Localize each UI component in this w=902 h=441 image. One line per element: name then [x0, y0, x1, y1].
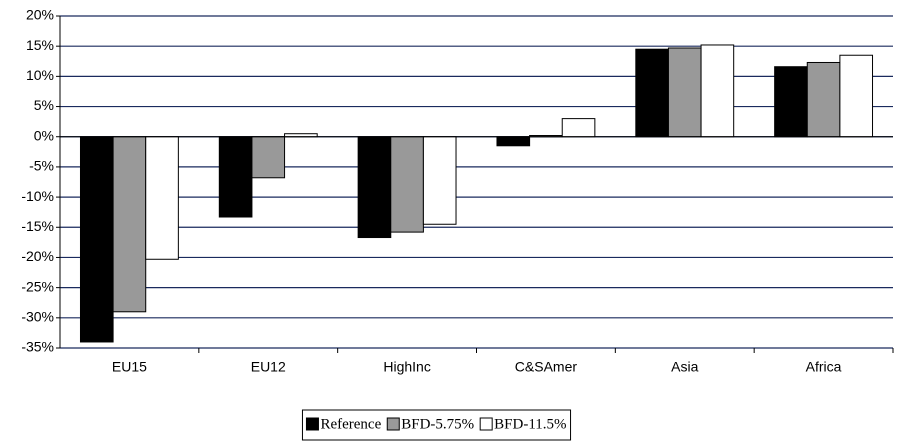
y-tick-label: -5%	[29, 158, 54, 174]
y-tick-label: 0%	[34, 127, 54, 143]
x-tick-label: HighInc	[383, 359, 430, 375]
x-tick-label: EU12	[251, 359, 286, 375]
x-tick-label: Africa	[806, 359, 842, 375]
bar	[357, 136, 392, 239]
bar	[774, 66, 808, 138]
bar	[422, 136, 457, 225]
x-tick-label: EU15	[112, 359, 147, 375]
y-tick-label: -30%	[21, 309, 54, 325]
bar	[112, 136, 147, 313]
y-tick-label: -20%	[21, 248, 54, 264]
bar	[390, 136, 424, 233]
bar	[667, 47, 702, 138]
legend-box	[301, 409, 572, 441]
bar	[218, 136, 253, 218]
legend-label: Reference	[320, 416, 381, 432]
y-tick-label: -35%	[21, 339, 54, 355]
bar	[496, 136, 531, 147]
bar	[635, 48, 669, 138]
y-tick-label: 10%	[26, 67, 54, 83]
bar	[700, 44, 735, 138]
x-tick-label: Asia	[671, 359, 698, 375]
y-tick-label: 5%	[34, 97, 54, 113]
bar	[806, 61, 841, 138]
bar	[79, 136, 114, 343]
bar	[251, 136, 286, 179]
bar	[145, 136, 179, 260]
legend-swatch	[479, 417, 493, 431]
bar	[561, 118, 596, 138]
y-tick-label: -10%	[21, 188, 54, 204]
y-tick-label: 15%	[26, 37, 54, 53]
legend-label: BFD-11.5%	[494, 416, 566, 432]
y-tick-label: -25%	[21, 278, 54, 294]
legend-label: BFD-5.75%	[401, 416, 474, 432]
x-tick-label: C&SAmer	[515, 359, 578, 375]
legend-swatch	[386, 417, 400, 431]
bar	[839, 54, 874, 138]
y-tick-label: 20%	[26, 7, 54, 23]
legend: Reference BFD-5.75% BFD-11.5%	[301, 409, 572, 441]
legend-swatch	[305, 417, 319, 431]
y-tick-label: -15%	[21, 218, 54, 234]
